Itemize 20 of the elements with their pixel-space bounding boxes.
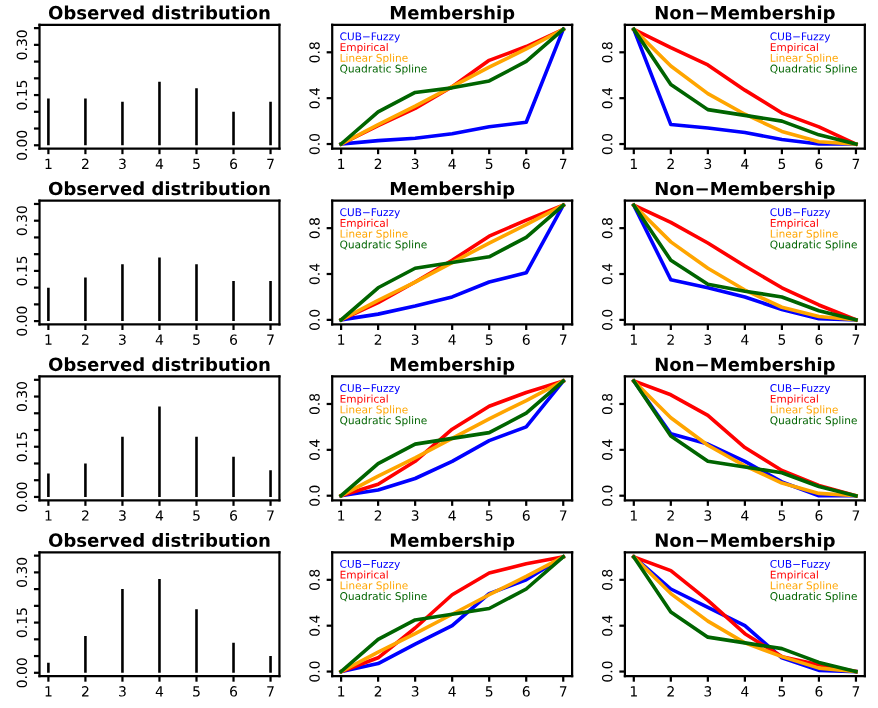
chart-title: Observed distribution	[48, 181, 270, 196]
line-series	[631, 27, 858, 146]
chart-title: Non−Membership	[655, 181, 835, 199]
chart-title: Observed distribution	[48, 357, 270, 372]
chart-title: Non−Membership	[655, 533, 835, 551]
chart-title: Non−Membership	[655, 5, 835, 23]
chart-title: Observed distribution	[48, 533, 270, 548]
chart-title: Membership	[390, 181, 515, 199]
line-series	[631, 555, 858, 674]
line-series	[339, 203, 566, 322]
line-series	[631, 203, 858, 322]
line-series	[339, 27, 566, 146]
line-series	[631, 379, 858, 498]
chart-title: Membership	[390, 5, 515, 23]
chart-title: Observed distribution	[48, 5, 270, 20]
chart-title: Non−Membership	[655, 357, 835, 375]
line-series	[339, 555, 566, 674]
chart-title: Membership	[390, 533, 515, 551]
chart-title: Membership	[390, 357, 515, 375]
line-series	[339, 379, 566, 498]
